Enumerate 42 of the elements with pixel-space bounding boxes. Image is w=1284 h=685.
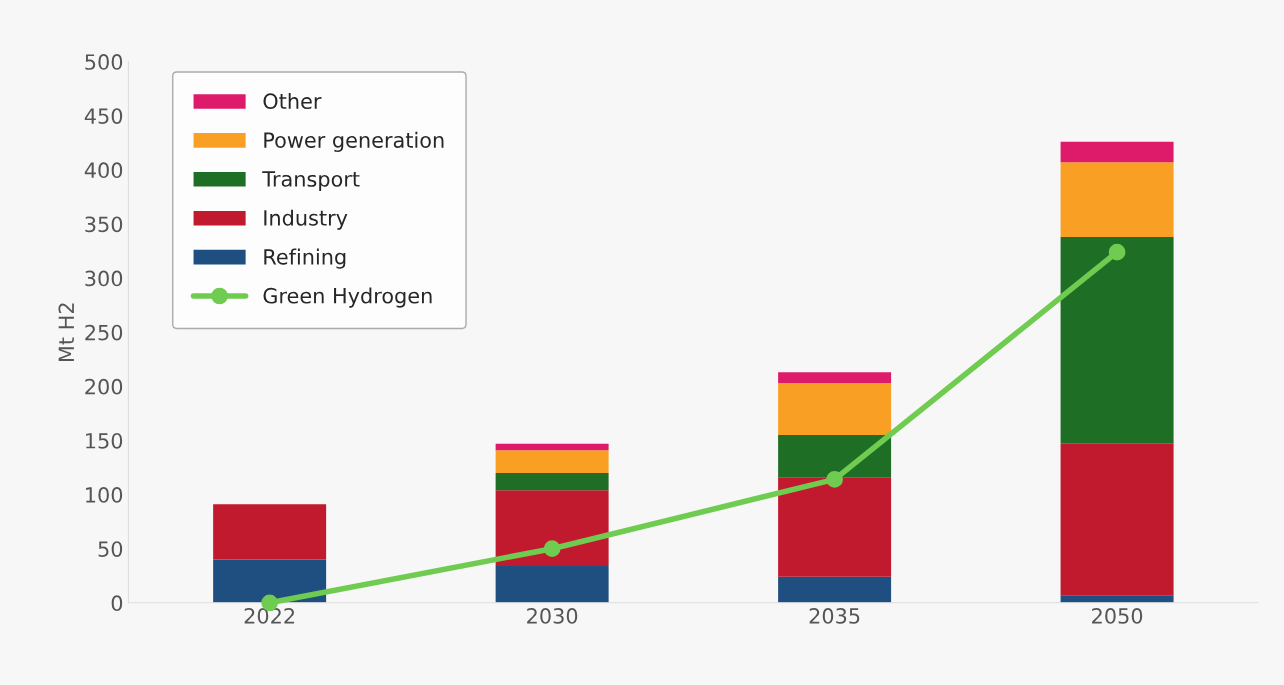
y-tick-label: 0 xyxy=(111,595,123,612)
bar xyxy=(778,576,892,603)
bar xyxy=(495,490,609,566)
bar xyxy=(495,443,609,451)
legend-label: Refining xyxy=(264,248,346,269)
y-tick-label: 150 xyxy=(86,432,123,449)
y-tick-label: 450 xyxy=(84,108,123,124)
bar xyxy=(1060,595,1174,603)
x-tick-label: 2030 xyxy=(527,608,578,624)
legend-label: Power generation xyxy=(264,131,444,152)
point xyxy=(543,540,561,558)
point xyxy=(1108,243,1126,261)
bar xyxy=(1060,236,1174,444)
bar xyxy=(213,504,327,560)
y-tick-label: 350 xyxy=(85,216,123,233)
y-tick-label: 400 xyxy=(84,162,123,179)
point xyxy=(826,471,843,488)
legend-label: Other xyxy=(263,92,322,110)
x-tick-label: 2050 xyxy=(1092,608,1143,624)
bar xyxy=(778,383,892,436)
bar xyxy=(495,566,609,603)
bar xyxy=(495,472,609,491)
bar xyxy=(778,477,892,577)
y-tick-label: 500 xyxy=(85,54,123,70)
y-tick-label: 300 xyxy=(85,270,123,287)
bar xyxy=(213,559,327,603)
bar xyxy=(1060,162,1174,237)
y-tick-label: 100 xyxy=(86,487,123,503)
y-tick-label: 250 xyxy=(85,324,123,341)
bar xyxy=(1060,141,1174,163)
legend-label: Industry xyxy=(264,209,348,230)
y-tick-label: 200 xyxy=(85,378,123,395)
legend-label: Transport xyxy=(262,171,360,191)
bar xyxy=(1060,443,1174,596)
y-tick-label: 50 xyxy=(98,541,123,557)
x-tick-label: 2035 xyxy=(809,608,860,624)
y-axis-title: Mt H2 xyxy=(58,303,74,362)
legend-label: Green Hydrogen xyxy=(263,287,432,308)
bar xyxy=(778,435,892,478)
x-tick-label: 2022 xyxy=(244,608,295,624)
bar xyxy=(495,450,609,473)
bar xyxy=(778,372,892,384)
